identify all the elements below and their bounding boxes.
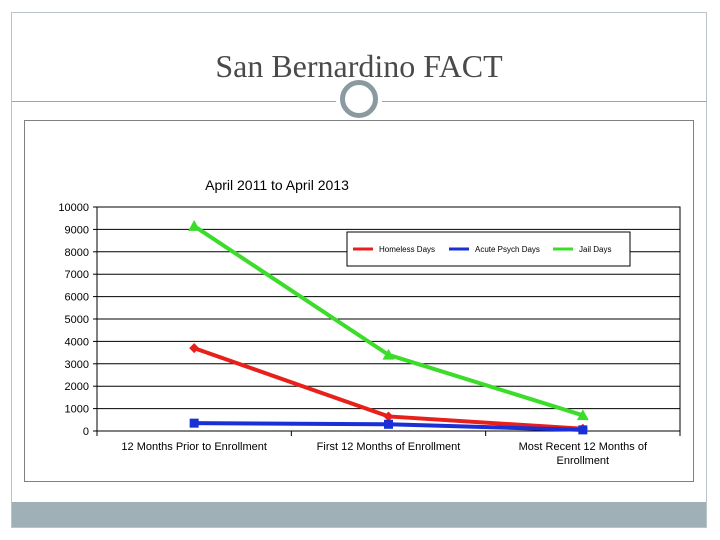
y-tick-label: 6000 bbox=[65, 292, 89, 304]
y-tick-label: 3000 bbox=[65, 359, 89, 371]
data-point-triangle bbox=[382, 348, 395, 360]
title-divider-right bbox=[382, 101, 707, 102]
y-tick-label: 0 bbox=[83, 426, 89, 438]
bottom-band bbox=[12, 502, 706, 527]
y-tick-label: 10000 bbox=[58, 202, 89, 214]
y-tick-label: 2000 bbox=[65, 381, 89, 393]
title-ornament-circle bbox=[340, 80, 378, 118]
data-point-triangle bbox=[188, 220, 201, 231]
data-point-triangle bbox=[576, 409, 589, 421]
y-tick-label: 8000 bbox=[65, 247, 89, 259]
data-point-diamond bbox=[383, 411, 394, 422]
legend-label: Jail Days bbox=[579, 245, 611, 254]
title-divider-left bbox=[12, 101, 343, 102]
x-tick-label: Most Recent 12 Months of Enrollment bbox=[519, 441, 648, 467]
data-point-square bbox=[384, 419, 393, 429]
x-tick-label: 12 Months Prior to Enrollment bbox=[121, 441, 267, 453]
legend-label: Acute Psych Days bbox=[475, 245, 540, 254]
plot-area bbox=[96, 206, 681, 432]
y-tick-label: 4000 bbox=[65, 336, 89, 348]
line-chart: April 2011 to April 2013 0 1000 2000 3000 40… bbox=[58, 177, 681, 467]
y-tick-label: 9000 bbox=[65, 224, 89, 236]
chart-container: April 2011 to April 2013 0 1000 2000 3000 40… bbox=[24, 120, 694, 482]
y-tick-label: 5000 bbox=[65, 314, 89, 326]
legend-label: Homeless Days bbox=[379, 245, 435, 254]
x-tick-label: First 12 Months of Enrollment bbox=[317, 441, 461, 453]
series-jail-days bbox=[188, 220, 589, 421]
data-point-square bbox=[189, 418, 199, 428]
y-tick-label: 7000 bbox=[65, 269, 89, 281]
legend-box bbox=[346, 231, 631, 267]
data-point-diamond bbox=[189, 343, 200, 354]
chart-title: April 2011 to April 2013 bbox=[205, 177, 349, 193]
y-tick-label: 1000 bbox=[65, 404, 89, 416]
data-point-square bbox=[578, 425, 588, 435]
series-acute-psych-days bbox=[189, 418, 588, 435]
